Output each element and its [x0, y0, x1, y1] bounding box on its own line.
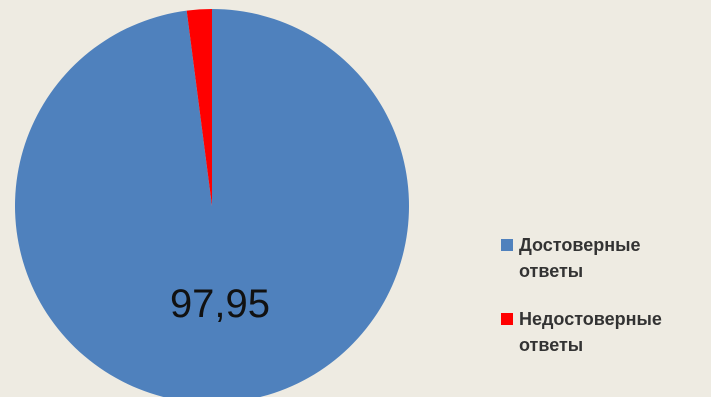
legend-label-unreliable: Недостоверные ответы [519, 309, 662, 355]
legend: Достоверные ответы Недостоверные ответы [499, 232, 709, 380]
pie-slice-reliable [15, 9, 409, 397]
legend-item-reliable: Достоверные ответы [499, 232, 709, 284]
legend-swatch-reliable [501, 239, 513, 251]
legend-swatch-unreliable [501, 313, 513, 325]
slice-label-reliable: 97,95 [170, 282, 270, 326]
legend-label-reliable: Достоверные ответы [519, 235, 641, 281]
pie-slice-unreliable [186, 9, 212, 206]
legend-item-unreliable: Недостоверные ответы [499, 306, 709, 358]
